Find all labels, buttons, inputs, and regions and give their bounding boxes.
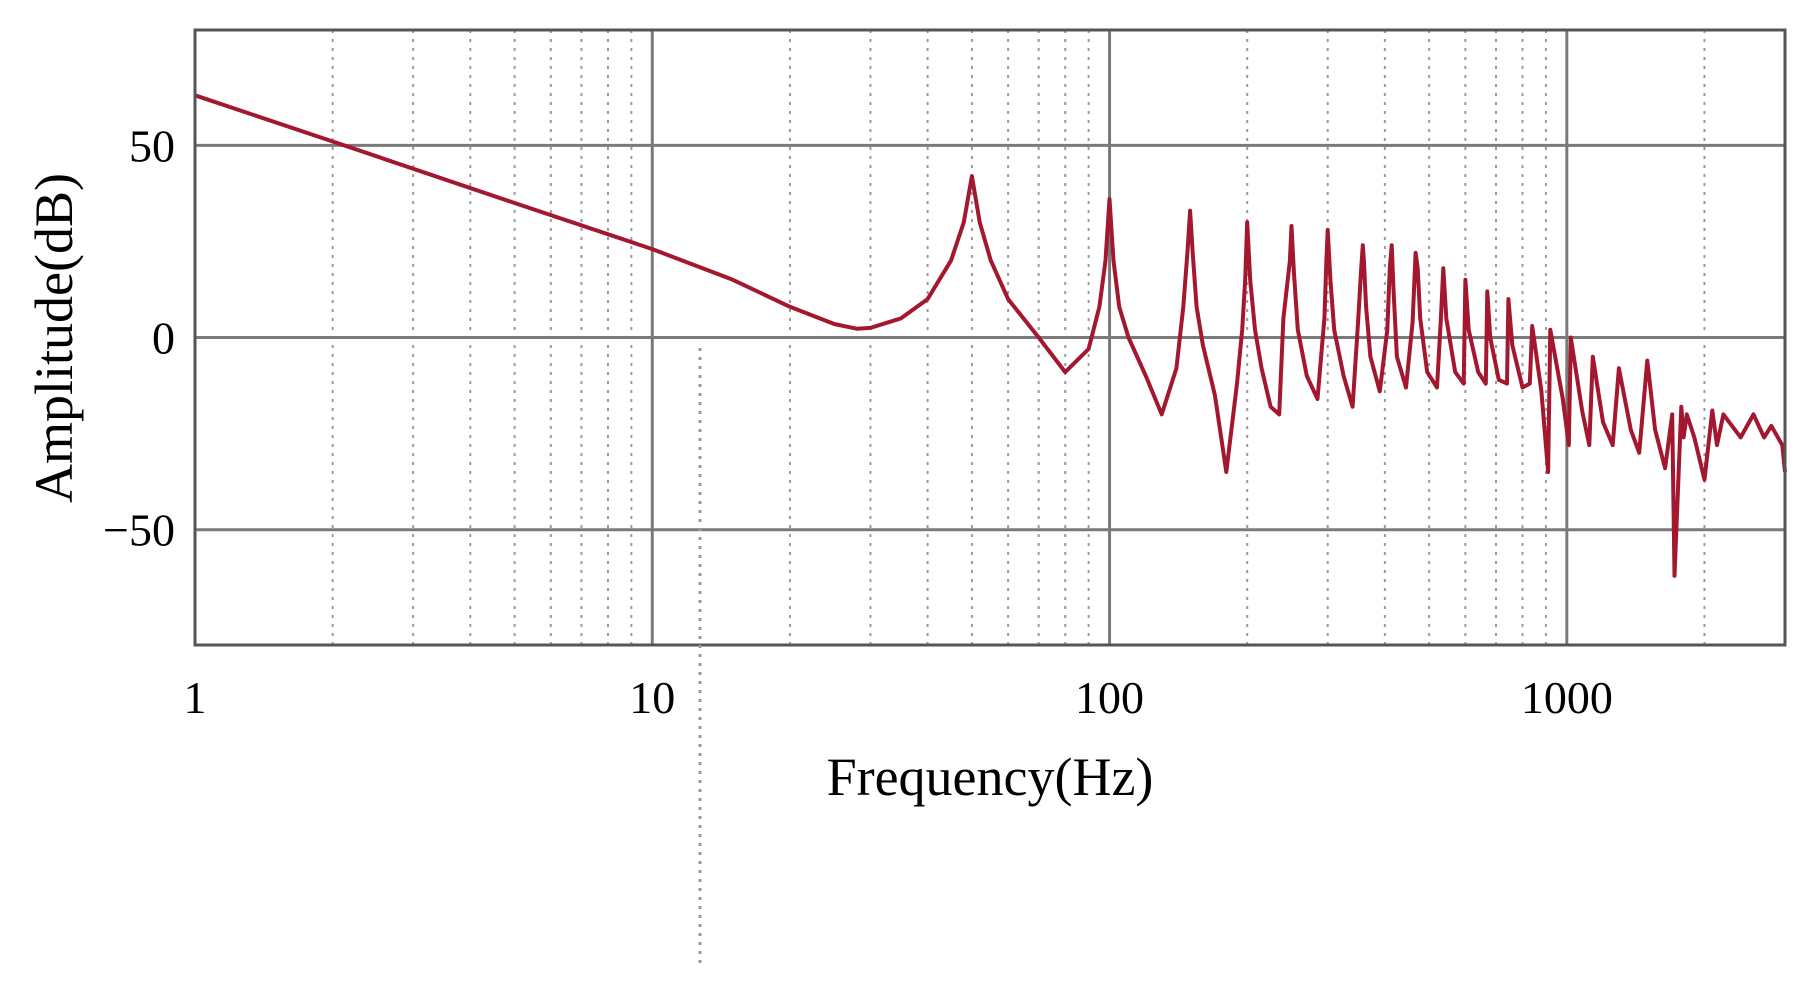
x-axis-title: Frequency(Hz) bbox=[827, 747, 1154, 807]
x-tick-label: 1000 bbox=[1521, 672, 1613, 723]
y-axis-title: Amplitude(dB) bbox=[24, 173, 84, 503]
x-tick-label: 100 bbox=[1075, 672, 1144, 723]
data-layer bbox=[194, 93, 1787, 578]
y-tick-label: 0 bbox=[152, 313, 175, 364]
x-tick-label: 10 bbox=[629, 672, 675, 723]
grid-layer bbox=[195, 30, 1785, 645]
x-tick-label: 1 bbox=[184, 672, 207, 723]
amplitude-series-line bbox=[194, 93, 1787, 578]
plot-frame bbox=[193, 28, 1787, 647]
y-tick-label: −50 bbox=[103, 505, 175, 556]
y-tick-label: 50 bbox=[129, 120, 175, 171]
label-layer: 1 10 100 1000 −50 0 50 bbox=[103, 120, 1613, 723]
